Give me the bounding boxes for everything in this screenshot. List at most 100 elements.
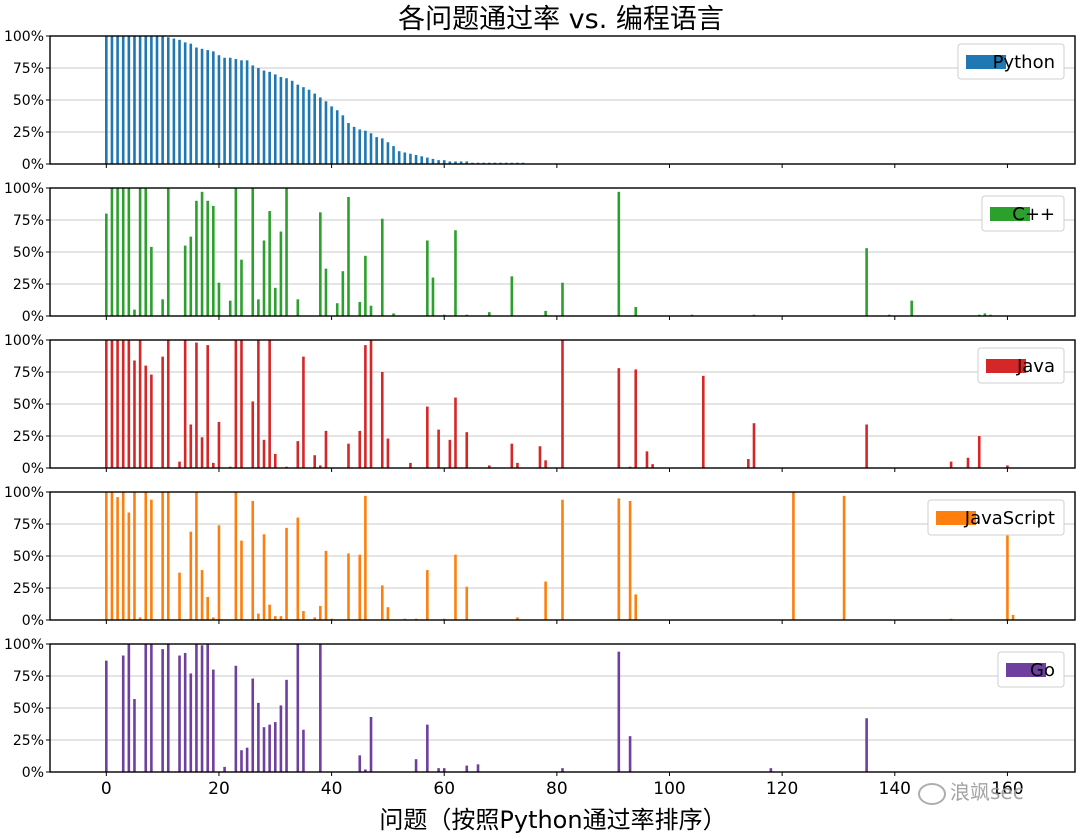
y-tick-label: 100%	[4, 485, 44, 501]
bar	[392, 146, 395, 164]
y-tick-label: 50%	[13, 245, 44, 261]
bar	[172, 38, 176, 165]
y-tick-label: 50%	[13, 549, 44, 565]
bar	[313, 455, 316, 468]
bar	[273, 453, 277, 468]
axes-frame	[49, 35, 1076, 165]
bar	[150, 499, 153, 620]
bar	[285, 188, 288, 316]
bar	[442, 768, 446, 772]
bar	[285, 78, 288, 164]
bar	[116, 340, 119, 468]
bar	[966, 457, 970, 468]
bar	[189, 236, 193, 316]
axes-frame	[49, 187, 1076, 317]
bar	[319, 605, 322, 620]
bar	[409, 462, 412, 468]
bar	[347, 553, 350, 620]
y-tick-label: 75%	[13, 365, 44, 381]
bar	[183, 652, 187, 772]
bar	[268, 340, 271, 468]
bar	[133, 699, 136, 772]
bar	[431, 158, 435, 164]
bar	[628, 500, 632, 620]
bar	[426, 570, 429, 620]
bar	[234, 340, 238, 468]
bar	[251, 678, 255, 772]
y-tick-label: 0%	[22, 461, 44, 477]
bar	[240, 259, 243, 316]
bar	[245, 747, 249, 772]
subplot-python: 0% 25% 50% 75% 100% Python	[4, 29, 1076, 173]
bar	[341, 271, 345, 316]
bar	[161, 356, 164, 468]
x-tick-label: 100	[653, 779, 685, 799]
bar	[200, 645, 204, 772]
bar	[296, 84, 300, 164]
bar	[414, 759, 418, 772]
bar	[347, 123, 350, 164]
bar	[155, 36, 159, 164]
bar	[617, 651, 621, 772]
bar	[403, 152, 407, 164]
bar	[487, 312, 491, 316]
legend-swatch	[1006, 663, 1046, 677]
bar	[324, 101, 328, 164]
bar	[240, 60, 243, 164]
bar	[240, 340, 243, 468]
bar	[121, 492, 125, 620]
bar	[792, 492, 795, 620]
bar	[161, 299, 164, 316]
bar	[150, 644, 153, 772]
bar	[273, 74, 277, 164]
bar	[206, 200, 209, 316]
y-tick-label: 100%	[4, 333, 44, 349]
bar	[206, 345, 209, 468]
bar	[144, 365, 148, 468]
bar	[386, 607, 390, 620]
bar	[420, 156, 424, 164]
bar	[178, 572, 181, 620]
bar	[212, 205, 215, 316]
bar	[364, 130, 367, 164]
y-tick-label: 75%	[13, 517, 44, 533]
bar	[516, 617, 519, 620]
bar	[268, 724, 271, 772]
chart-title: 各问题通过率 vs. 编程语言	[398, 4, 724, 35]
bar	[251, 188, 255, 316]
bar	[347, 443, 350, 468]
bar	[769, 768, 773, 772]
bar	[324, 550, 328, 620]
bar	[465, 161, 469, 164]
bar	[257, 613, 260, 620]
y-tick-label: 100%	[4, 29, 44, 45]
bar	[465, 586, 469, 620]
y-tick-label: 0%	[22, 157, 44, 173]
axes-frame	[49, 491, 1076, 621]
bar	[313, 617, 316, 620]
bar	[448, 161, 452, 164]
bar	[437, 429, 440, 468]
bar	[127, 36, 131, 164]
bar	[257, 340, 260, 468]
bar	[262, 534, 266, 620]
subplot-go: 0% 25% 50% 75% 100% Go	[4, 637, 1076, 781]
bar	[257, 299, 260, 316]
bar	[369, 716, 373, 772]
bar	[358, 430, 362, 468]
bar	[189, 43, 193, 164]
y-tick-label: 75%	[13, 213, 44, 229]
legend-box	[957, 43, 1065, 80]
bar	[302, 87, 305, 164]
bar	[212, 617, 215, 620]
legend-label: Python	[993, 52, 1055, 73]
bar	[634, 594, 638, 620]
y-tick-label: 0%	[22, 765, 44, 781]
bar	[166, 188, 170, 316]
bar	[977, 436, 981, 468]
bar	[465, 432, 469, 468]
bar	[634, 369, 638, 468]
bar	[454, 230, 457, 316]
bar	[296, 441, 300, 468]
y-tick-label: 0%	[22, 613, 44, 629]
